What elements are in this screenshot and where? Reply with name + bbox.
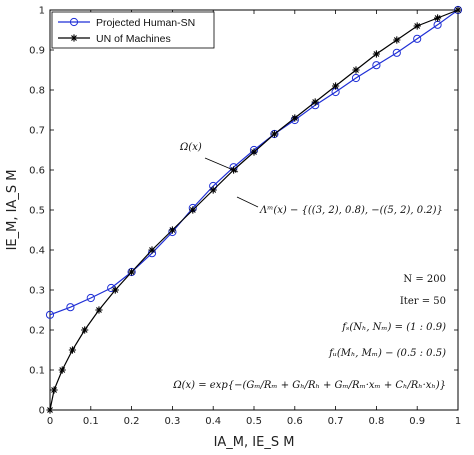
data-point [66, 303, 75, 312]
lambda-label: Λᵐ(x) − {((3, 2), 0.8), −((5, 2), 0.2)} [259, 205, 443, 216]
y-tick-label: 1 [39, 6, 45, 17]
x-tick-label: 0.7 [328, 416, 344, 427]
y-tick-label: 0.8 [29, 86, 45, 97]
data-point [413, 34, 422, 43]
param-fs: fₛ(Nₕ, Nₘ) = (1 : 0.9) [341, 322, 446, 333]
data-point [372, 50, 380, 58]
data-point [50, 386, 58, 394]
star-marker [70, 34, 78, 42]
y-tick-label: 0.5 [29, 206, 45, 217]
plot-area [49, 9, 459, 411]
data-point [189, 206, 197, 214]
data-point [45, 310, 55, 319]
data-point [68, 346, 77, 354]
y-tick-label: 0.3 [29, 286, 45, 297]
y-tick-label: 0.7 [29, 126, 45, 137]
omega-arrow [204, 157, 239, 173]
data-point [352, 66, 360, 74]
param-fu: fᵤ(Mₕ, Mₘ) − (0.5 : 0.5) [328, 348, 446, 359]
y-tick-label: 0.1 [29, 366, 45, 377]
x-tick-label: 0.2 [124, 416, 140, 427]
legend-marker-machines [70, 34, 78, 42]
data-point [148, 246, 156, 254]
x-axis-label: IA_M, IE_S M [214, 435, 295, 450]
data-point [86, 293, 95, 303]
legend-marker-human [69, 17, 79, 27]
x-tick-labels: 0 0.1 0.2 0.3 0.4 0.5 0.6 0.7 0.8 0.9 1 [47, 416, 461, 427]
data-point [270, 130, 278, 138]
lambda-annotation: Λᵐ(x) − {((3, 2), 0.8), −((5, 2), 0.2)} [236, 196, 443, 216]
omega-label: Ω(x) [179, 142, 202, 153]
x-tick-label: 0.8 [368, 416, 384, 427]
param-iter: Iter = 50 [400, 296, 446, 307]
legend-label-machines: UN of Machines [96, 33, 171, 45]
data-point [111, 286, 119, 294]
legend-label-human: Projected Human-SN [96, 17, 195, 29]
data-point [46, 406, 54, 414]
y-tick-labels: 0 0.1 0.2 0.3 0.4 0.5 0.6 0.7 0.8 0.9 1 [29, 6, 45, 417]
data-point [434, 14, 442, 22]
y-tick-label: 0.6 [29, 166, 45, 177]
data-point [372, 61, 381, 70]
legend: Projected Human-SN UN of Machines [51, 11, 215, 49]
data-point [332, 82, 340, 90]
x-tick-label: 0.6 [287, 416, 303, 427]
lambda-arrow [236, 196, 259, 208]
data-point [95, 306, 103, 314]
y-tick-label: 0.9 [29, 46, 45, 57]
x-tick-label: 0.3 [164, 416, 180, 427]
param-omega: Ω(x) = exp{−(Gₘ/Rₘ + Gₕ/Rₕ + Gₘ/Rₘ·xₘ + … [172, 380, 446, 391]
param-n: N = 200 [403, 274, 446, 285]
legend-box [51, 11, 215, 49]
x-tick-label: 0.1 [83, 416, 99, 427]
data-point [250, 148, 258, 156]
data-point [209, 186, 217, 194]
omega-annotation: Ω(x) [179, 142, 239, 173]
series-line-1 [49, 9, 459, 411]
y-tick-label: 0 [39, 406, 45, 417]
x-tick-label: 0.9 [409, 416, 425, 427]
x-tick-label: 0 [47, 416, 53, 427]
data-point [392, 48, 401, 57]
data-point [454, 6, 462, 14]
data-point [311, 98, 319, 106]
x-tick-label: 0.5 [246, 416, 262, 427]
data-point [58, 366, 66, 374]
data-point [291, 114, 299, 122]
data-point [413, 22, 421, 30]
x-tick-label: 1 [455, 416, 461, 427]
parameters-box: N = 200 Iter = 50 fₛ(Nₕ, Nₘ) = (1 : 0.9)… [172, 274, 446, 391]
data-point [81, 326, 89, 334]
y-axis-label: IE_M, IA_S M [5, 170, 20, 251]
data-point [393, 36, 401, 44]
y-tick-label: 0.2 [29, 326, 45, 337]
data-point [168, 226, 176, 234]
data-point [351, 73, 361, 83]
data-point [128, 268, 136, 276]
x-tick-label: 0.4 [205, 416, 221, 427]
y-tick-label: 0.4 [29, 246, 45, 257]
